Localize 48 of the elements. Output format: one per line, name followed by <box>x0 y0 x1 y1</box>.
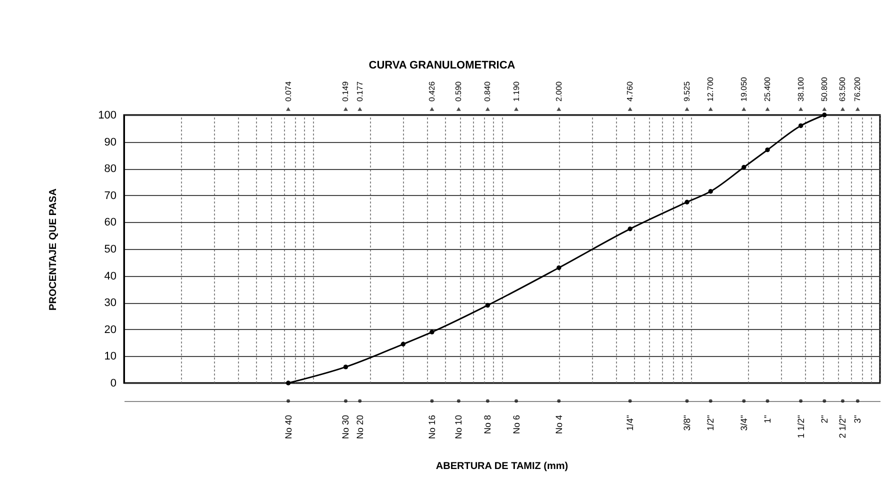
x-tick-label: 2.000 <box>554 80 564 102</box>
y-tick-label: 0 <box>110 378 116 390</box>
y-tick-label: 20 <box>104 324 116 336</box>
x-tick-label: 12.700 <box>706 76 716 102</box>
x-tick-label: 0.149 <box>341 80 350 102</box>
x-tick-label: 76.200 <box>853 76 862 102</box>
text: No 4 <box>554 415 564 434</box>
y-tick-label: 30 <box>104 297 116 310</box>
x-tick-label: 4.760 <box>626 80 635 102</box>
x-tick-label: 38.100 <box>796 76 806 102</box>
x-tick-label: 0.840 <box>483 80 492 102</box>
text: 3/8" <box>682 415 692 431</box>
text: No 10 <box>454 415 464 440</box>
text: 2 1/2" <box>838 415 848 438</box>
y-tick-label: 100 <box>98 110 116 122</box>
y-tick-label: 10 <box>104 350 116 363</box>
x-tick-label: 9.525 <box>682 80 692 102</box>
y-tick-label: 40 <box>104 270 116 282</box>
x-tick-label: 0.590 <box>454 80 464 102</box>
text: No 40 <box>283 415 294 440</box>
text: 1/2" <box>706 415 716 431</box>
text: 1" <box>762 415 773 424</box>
x-tick-label: 1.190 <box>512 80 521 102</box>
y-tick-label: 70 <box>104 190 116 202</box>
x-tick-label: 0.426 <box>427 80 436 102</box>
x-tick-label: 19.050 <box>739 76 748 102</box>
text: 1 1/2" <box>796 415 806 438</box>
x-tick-label: 63.500 <box>838 76 848 102</box>
text: No 8 <box>482 415 493 434</box>
text: No 30 <box>340 415 351 440</box>
x-tick-label: 25.400 <box>763 76 772 102</box>
y-tick-label: 60 <box>104 216 116 229</box>
y-tick-label: 50 <box>104 244 116 256</box>
text: 2" <box>819 415 830 424</box>
text: 3/4" <box>738 415 749 431</box>
x-tick-label: 0.074 <box>284 80 293 102</box>
x-tick-label: 50.800 <box>820 76 829 102</box>
text: 3" <box>852 415 863 424</box>
text: No 16 <box>426 415 437 440</box>
x-tick-label: 0.177 <box>355 80 364 102</box>
text: ABERTURA DE TAMIZ (mm) <box>436 461 568 472</box>
y-axis-title: PROCENTAJE QUE PASA <box>48 188 60 310</box>
text: No 20 <box>354 415 365 440</box>
text: No 6 <box>511 415 522 434</box>
text: 1/4" <box>625 415 636 431</box>
chart-title: CURVA GRANULOMETRICA <box>368 60 516 72</box>
y-tick-label: 80 <box>104 163 116 176</box>
y-tick-label: 90 <box>104 136 116 148</box>
